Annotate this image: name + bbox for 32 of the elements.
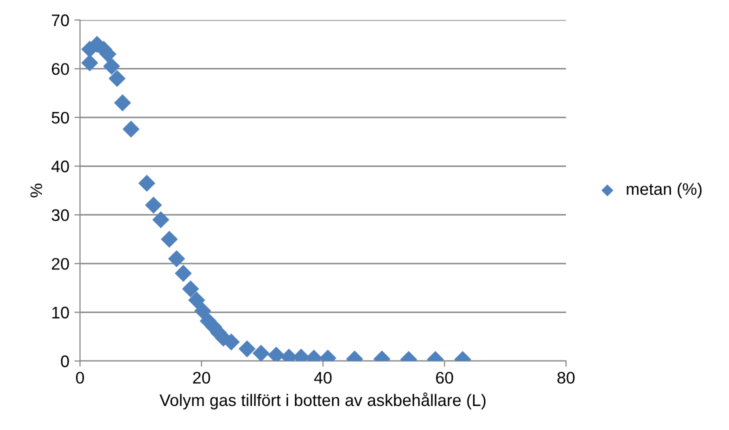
y-tick-label: 10 (52, 306, 69, 318)
x-tick-label: 60 (436, 372, 454, 384)
point (138, 174, 156, 192)
point (160, 230, 178, 248)
point (238, 340, 256, 358)
y-tick-label: 60 (52, 63, 69, 75)
y-axis-title: % (30, 184, 42, 198)
point (103, 58, 120, 75)
y-tick-label: 50 (52, 112, 69, 124)
point (152, 211, 170, 228)
point (114, 94, 132, 112)
y-tick-label: 0 (60, 355, 69, 368)
x-tick-label: 0 (76, 372, 84, 384)
x-tick-label: 40 (314, 372, 332, 384)
x-tick-label: 20 (193, 372, 210, 384)
point (145, 196, 162, 214)
legend-label: metan (%) (626, 182, 702, 198)
point (108, 70, 126, 87)
y-tick-label: 40 (51, 160, 69, 172)
point (174, 264, 192, 282)
point (188, 292, 206, 309)
point (194, 302, 212, 320)
point (182, 280, 200, 298)
y-tick-label: 20 (52, 258, 69, 270)
x-axis-title: Volym gas tillfört i botten av askbehållare (L) (160, 392, 486, 410)
y-tick-label: 70 (52, 14, 69, 26)
y-tick-label: 30 (52, 209, 69, 222)
point (168, 250, 186, 268)
x-tick-label: 80 (557, 372, 575, 384)
point (252, 344, 270, 361)
point (122, 120, 140, 138)
point (81, 54, 98, 72)
